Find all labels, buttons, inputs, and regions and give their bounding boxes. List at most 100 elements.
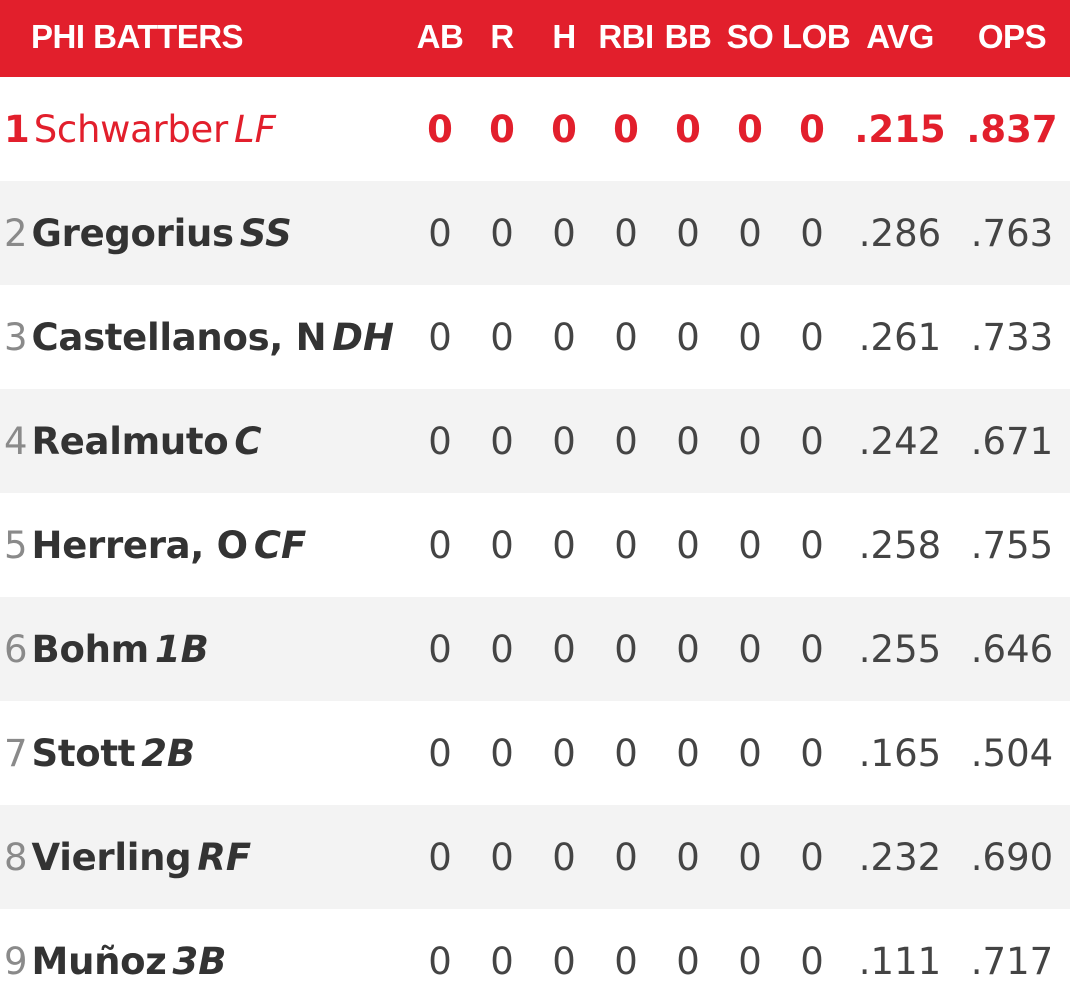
stat-r: 0 [490, 836, 514, 879]
stat-so: 0 [738, 212, 762, 255]
batters-rows: 1 Schwarber LF 0 0 0 0 0 0 0.215.837 2 Gregorius SS 0… [0, 77, 1070, 1008]
stat-bb: 0 [676, 212, 700, 255]
batter-player-cell[interactable]: 9 Muñoz 3B [4, 909, 226, 1008]
stat-h: 0 [552, 628, 576, 671]
stat-rbi: 0 [614, 316, 638, 359]
batter-row[interactable]: 7 Stott 2B 0 0 0 0 0 0 0.165.504 [0, 701, 1070, 805]
stat-rbi: 0 [614, 420, 638, 463]
batting-order-number: 2 [4, 212, 28, 255]
column-header-bb[interactable]: BB [664, 18, 712, 55]
stat-ab: 0 [428, 524, 452, 567]
stat-ops: .837 [966, 108, 1058, 151]
batter-position: LF [233, 108, 276, 151]
batter-player-cell[interactable]: 7 Stott 2B [4, 701, 195, 805]
batter-player-cell[interactable]: 1 Schwarber LF [4, 77, 276, 181]
stat-avg: .261 [858, 316, 942, 359]
stat-ab: 0 [428, 420, 452, 463]
column-header-lob[interactable]: LOB [782, 18, 851, 55]
column-header-avg[interactable]: AVG [866, 18, 934, 55]
batter-name-link[interactable]: Bohm [31, 628, 150, 671]
stat-bb: 0 [676, 732, 700, 775]
batting-order-number: 7 [4, 732, 28, 775]
stat-rbi: 0 [613, 108, 639, 151]
stat-ops: .646 [970, 628, 1054, 671]
stat-r: 0 [490, 212, 514, 255]
batter-player-cell[interactable]: 8 Vierling RF [4, 805, 251, 909]
batter-player-cell[interactable]: 4 Realmuto C [4, 389, 262, 493]
stat-bb: 0 [676, 524, 700, 567]
stat-so: 0 [738, 316, 762, 359]
batter-position: RF [197, 836, 252, 879]
column-header-rbi[interactable]: RBI [598, 18, 654, 55]
stat-r: 0 [490, 316, 514, 359]
stat-rbi: 0 [614, 836, 638, 879]
stat-so: 0 [738, 836, 762, 879]
stat-rbi: 0 [614, 940, 638, 983]
stat-h: 0 [552, 212, 576, 255]
batter-row[interactable]: 4 Realmuto C 0 0 0 0 0 0 0.242.671 [0, 389, 1070, 493]
stat-h: 0 [552, 524, 576, 567]
batter-row[interactable]: 3 Castellanos, N DH 0 0 0 0 0 0 0.261.733 [0, 285, 1070, 389]
stat-so: 0 [738, 732, 762, 775]
batter-name-link[interactable]: Realmuto [31, 420, 229, 463]
stat-ab: 0 [428, 628, 452, 671]
column-header-so[interactable]: SO [726, 18, 774, 55]
stat-bb: 0 [676, 836, 700, 879]
stat-ab: 0 [428, 940, 452, 983]
batting-order-number: 5 [4, 524, 28, 567]
stat-avg: .258 [858, 524, 942, 567]
stat-lob: 0 [800, 628, 824, 671]
stat-h: 0 [551, 108, 577, 151]
batter-name-link[interactable]: Gregorius [31, 212, 235, 255]
batter-name-link[interactable]: Stott [31, 732, 136, 775]
stat-bb: 0 [676, 940, 700, 983]
column-header-ops[interactable]: OPS [977, 18, 1047, 55]
stat-ops: .504 [970, 732, 1054, 775]
stat-avg: .165 [858, 732, 942, 775]
batter-name-link[interactable]: Herrera, O [31, 524, 249, 567]
batter-name-link[interactable]: Muñoz [31, 940, 167, 983]
stat-ops: .733 [970, 316, 1054, 359]
stat-rbi: 0 [614, 524, 638, 567]
batter-position: 3B [172, 940, 227, 983]
stat-avg: .255 [858, 628, 942, 671]
batter-position: SS [239, 212, 292, 255]
batter-position: DH [332, 316, 394, 359]
batter-player-cell[interactable]: 6 Bohm 1B [4, 597, 209, 701]
stat-ab: 0 [428, 836, 452, 879]
batter-row[interactable]: 8 Vierling RF 0 0 0 0 0 0 0.232.690 [0, 805, 1070, 909]
stat-lob: 0 [800, 316, 824, 359]
stat-ops: .763 [970, 212, 1054, 255]
column-header-ab[interactable]: AB [416, 18, 464, 55]
stat-lob: 0 [800, 732, 824, 775]
batter-player-cell[interactable]: 5 Herrera, O CF [4, 493, 306, 597]
batter-name-link[interactable]: Vierling [31, 836, 192, 879]
batter-player-cell[interactable]: 3 Castellanos, N DH [4, 285, 394, 389]
table-header: PHI BATTERS AB R H RBI BB SO LOB AVG OPS [0, 0, 1070, 77]
batter-name-link[interactable]: Castellanos, N [31, 316, 327, 359]
stat-ops: .717 [970, 940, 1054, 983]
stat-lob: 0 [800, 212, 824, 255]
batter-row[interactable]: 6 Bohm 1B 0 0 0 0 0 0 0.255.646 [0, 597, 1070, 701]
batting-order-number: 8 [4, 836, 28, 879]
stat-lob: 0 [800, 420, 824, 463]
stat-h: 0 [552, 316, 576, 359]
batter-row[interactable]: 1 Schwarber LF 0 0 0 0 0 0 0.215.837 [0, 77, 1070, 181]
batter-player-cell[interactable]: 2 Gregorius SS [4, 181, 292, 285]
column-header-r[interactable]: R [490, 18, 514, 55]
stat-h: 0 [552, 420, 576, 463]
stat-r: 0 [490, 732, 514, 775]
batter-row[interactable]: 9 Muñoz 3B 0 0 0 0 0 0 0.111.717 [0, 909, 1070, 1008]
batter-row[interactable]: 5 Herrera, O CF 0 0 0 0 0 0 0.258.755 [0, 493, 1070, 597]
batting-order-number: 4 [4, 420, 28, 463]
batter-name-link[interactable]: Schwarber [33, 108, 229, 151]
stat-so: 0 [737, 108, 763, 151]
column-header-h[interactable]: H [552, 18, 576, 55]
batter-row[interactable]: 2 Gregorius SS 0 0 0 0 0 0 0.286.763 [0, 181, 1070, 285]
batter-position: CF [253, 524, 307, 567]
stat-so: 0 [738, 628, 762, 671]
batter-position: 1B [154, 628, 209, 671]
stat-bb: 0 [676, 628, 700, 671]
batting-order-number: 1 [4, 108, 30, 151]
stat-so: 0 [738, 420, 762, 463]
